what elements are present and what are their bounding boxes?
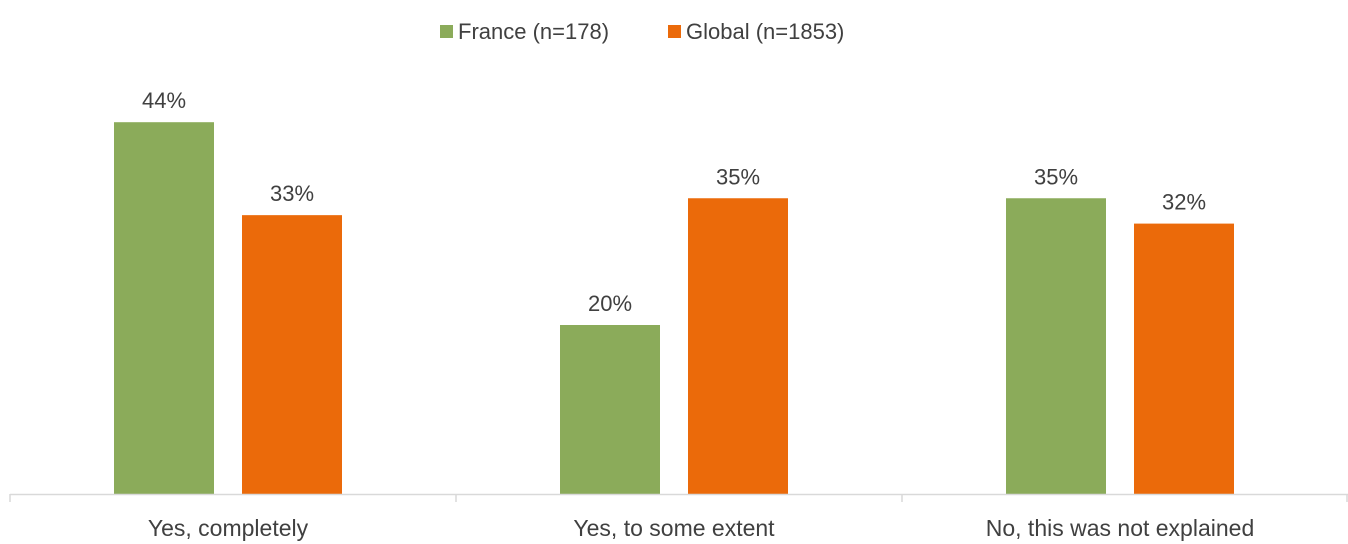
- bar-global-3: [1134, 223, 1234, 494]
- x-axis: Yes, completely Yes, to some extent No, th…: [9, 493, 1348, 541]
- chart-legend: France (n=178) Global (n=1853): [440, 19, 844, 44]
- bar-france-1: [114, 122, 214, 494]
- x-tick-label-3: No, this was not explained: [986, 515, 1255, 541]
- data-label-global-1: 33%: [270, 181, 314, 206]
- legend-swatch-france: [440, 25, 453, 38]
- data-labels: 44% 33% 20% 35% 35% 32%: [142, 88, 1206, 316]
- bar-global-1: [242, 215, 342, 494]
- legend-label-global: Global (n=1853): [686, 19, 844, 44]
- data-label-france-2: 20%: [588, 291, 632, 316]
- x-tick-label-1: Yes, completely: [148, 515, 309, 541]
- x-tick-label-2: Yes, to some extent: [573, 515, 775, 541]
- data-label-global-2: 35%: [716, 164, 760, 189]
- bar-france-3: [1006, 198, 1106, 494]
- bar-france-2: [560, 325, 660, 494]
- data-label-france-1: 44%: [142, 88, 186, 113]
- data-label-france-3: 35%: [1034, 164, 1078, 189]
- legend-swatch-global: [668, 25, 681, 38]
- chart-bars: [114, 122, 1234, 494]
- data-label-global-3: 32%: [1162, 190, 1206, 215]
- bar-global-2: [688, 198, 788, 494]
- legend-label-france: France (n=178): [458, 19, 609, 44]
